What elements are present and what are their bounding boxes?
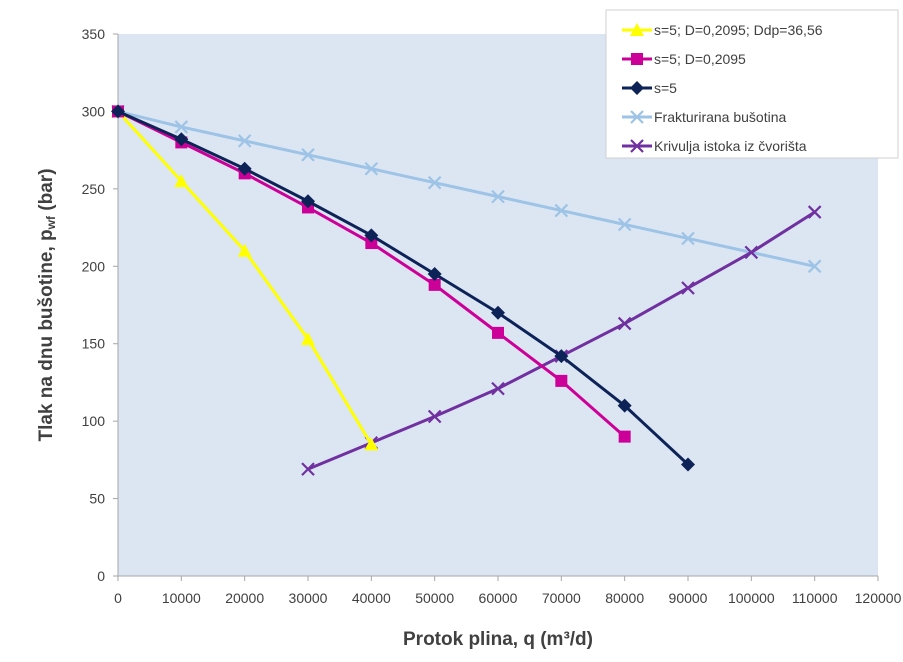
data-point	[174, 120, 189, 134]
x-tick-label: 10000	[162, 590, 201, 606]
legend-marker	[630, 139, 644, 153]
x-tick-label: 20000	[225, 590, 264, 606]
data-point	[807, 205, 822, 219]
y-axis-title-sub: wf	[44, 215, 58, 230]
x-tick-label: 70000	[542, 590, 581, 606]
legend-label: s=5; D=0,2095	[654, 51, 746, 67]
data-point	[617, 398, 632, 413]
legend-marker	[631, 53, 643, 65]
data-point	[174, 132, 189, 147]
data-point	[807, 259, 822, 274]
data-point	[744, 245, 759, 260]
data-point	[681, 231, 695, 246]
legend-label: s=5	[654, 80, 677, 96]
x-tick-label: 100000	[728, 590, 775, 606]
data-point	[301, 462, 315, 476]
y-tick-label: 50	[89, 491, 105, 507]
y-tick-label: 300	[82, 103, 106, 119]
x-tick-label: 50000	[415, 590, 454, 606]
y-axis-title: Tlak na dnu bušotine, pwf (bar)	[36, 168, 58, 441]
data-point	[427, 409, 442, 424]
data-point	[427, 175, 442, 190]
data-point	[111, 104, 125, 119]
data-point	[301, 194, 315, 209]
data-point	[174, 174, 189, 188]
y-tick-label: 350	[82, 26, 106, 42]
x-tick-label: 80000	[605, 590, 644, 606]
data-point	[364, 228, 379, 243]
data-point	[492, 326, 504, 339]
x-tick-label: 90000	[669, 590, 708, 606]
x-tick-label: 120000	[855, 590, 902, 606]
y-tick-label: 200	[82, 258, 106, 274]
data-point	[237, 134, 252, 148]
legend-item: s=5; D=0,2095	[622, 51, 746, 67]
legend-item: Krivulja istoka iz čvorišta	[622, 138, 807, 154]
y-tick-label: 100	[82, 413, 106, 429]
data-point	[491, 189, 505, 204]
data-point	[491, 305, 505, 320]
x-tick-label: 0	[114, 590, 122, 606]
x-tick-label: 60000	[479, 590, 518, 606]
data-point	[681, 281, 695, 295]
series-line	[117, 109, 815, 268]
legend-label: Frakturirana bušotina	[654, 109, 787, 125]
x-tick-label: 40000	[352, 590, 391, 606]
axes: 0 10000 20000 30000 40000 50000 60000 70000 8000…	[82, 26, 902, 606]
series-2	[111, 104, 695, 472]
series-line	[117, 110, 690, 466]
data-point	[617, 217, 632, 232]
data-point	[428, 278, 441, 291]
y-tick-label: 0	[97, 568, 105, 584]
y-tick-label: 150	[82, 336, 106, 352]
legend: s=5; D=0,2095; Ddp=36,56 s=5; D=0,2095 s=5…	[605, 9, 899, 159]
data-point	[365, 237, 378, 250]
legend-marker	[630, 110, 644, 124]
data-point	[301, 332, 315, 346]
data-point	[555, 374, 568, 387]
legend-item: s=5	[622, 80, 677, 96]
data-point	[364, 437, 379, 451]
y-axis-title-unit: (bar)	[36, 168, 57, 216]
data-point	[681, 457, 695, 472]
data-point	[427, 267, 442, 282]
legend-marker	[630, 81, 644, 95]
data-point	[237, 243, 252, 257]
data-point	[491, 381, 505, 396]
legend-item: Frakturirana bušotina	[622, 109, 787, 125]
data-point	[618, 430, 631, 443]
data-point	[301, 148, 315, 162]
data-point	[237, 161, 252, 176]
series-layer	[111, 104, 822, 476]
data-point	[617, 316, 632, 331]
x-axis-title: Protok plina, q (m³/d)	[403, 629, 593, 650]
legend-marker	[630, 23, 644, 36]
y-tick-label: 250	[82, 181, 106, 197]
data-point	[554, 349, 569, 364]
legend-item: s=5; D=0,2095; Ddp=36,56	[622, 22, 823, 38]
y-axis-title-main: Tlak na dnu bušotine, p	[36, 229, 57, 441]
x-tick-label: 110000	[792, 590, 838, 606]
legend-box	[605, 9, 899, 159]
data-point	[554, 203, 569, 218]
legend-label: Krivulja istoka iz čvorišta	[654, 138, 807, 154]
legend-label: s=5; D=0,2095; Ddp=36,56	[654, 22, 823, 38]
data-point	[364, 161, 379, 176]
x-tick-label: 30000	[289, 590, 328, 606]
